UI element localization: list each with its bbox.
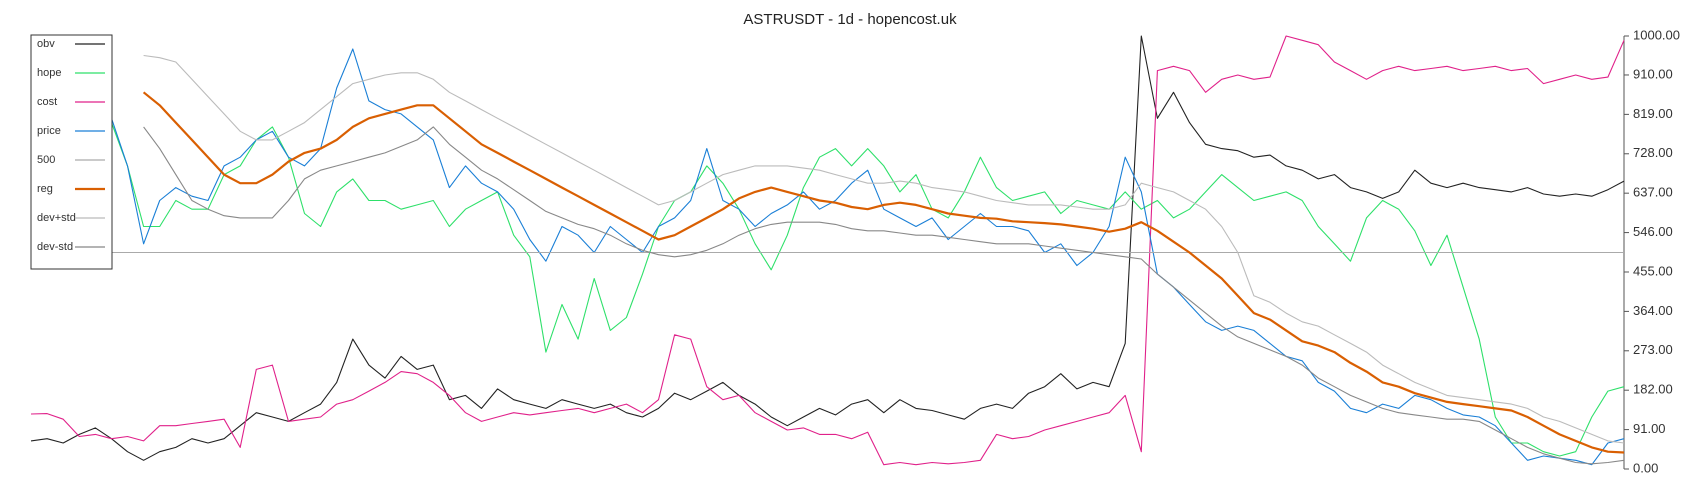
y-tick-label: 91.00	[1633, 421, 1666, 436]
y-tick-label: 819.00	[1633, 106, 1673, 121]
series-line	[30, 35, 1625, 466]
legend-label: cost	[37, 96, 57, 108]
legend-label: price	[37, 125, 61, 137]
y-tick-label: 546.00	[1633, 224, 1673, 239]
legend-label: hope	[37, 67, 61, 79]
legend-label: 500	[37, 154, 55, 166]
y-tick-label: 1000.00	[1633, 27, 1680, 42]
legend: obv hope cost price 500 reg dev+std dev-std	[30, 34, 113, 270]
y-tick-label: 728.00	[1633, 145, 1673, 160]
series-line	[143, 126, 1625, 465]
series-line	[143, 54, 1625, 444]
y-tick-label: 637.00	[1633, 185, 1673, 200]
series-line	[142, 91, 1625, 454]
legend-label: dev+std	[37, 212, 76, 224]
y-tick-label: 182.00	[1633, 382, 1673, 397]
legend-label: reg	[37, 183, 53, 195]
series-line	[110, 48, 1625, 466]
series-line	[110, 122, 1625, 457]
chart-title: ASTRUSDT - 1d - hopencost.uk	[743, 11, 957, 28]
legend-box	[30, 34, 113, 270]
y-tick-label: 273.00	[1633, 342, 1673, 357]
series-line	[30, 35, 1625, 461]
legend-label: obv	[37, 38, 55, 50]
legend-label: dev-std	[37, 241, 73, 253]
y-tick-label: 910.00	[1633, 66, 1673, 81]
y-tick-label: 455.00	[1633, 263, 1673, 278]
y-tick-label: 364.00	[1633, 303, 1673, 318]
y-tick-label: 0.00	[1633, 460, 1658, 475]
